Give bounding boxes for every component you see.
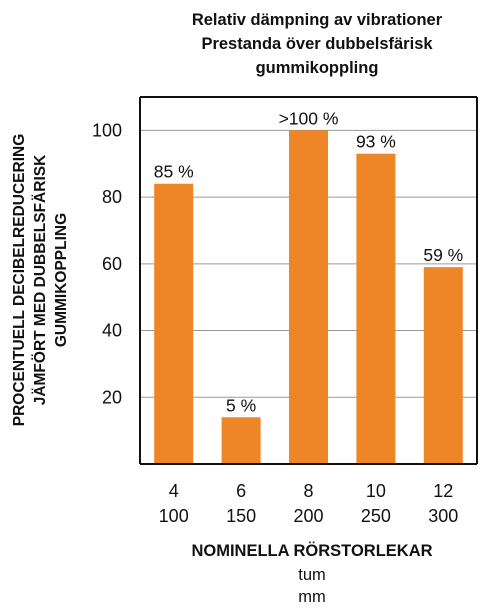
- data-label: >100 %: [279, 108, 339, 128]
- x-tick-label-mm: 250: [361, 506, 391, 526]
- chart-title-line: gummikoppling: [256, 59, 379, 77]
- x-tick-label-mm: 150: [226, 506, 256, 526]
- chart-title-line: Prestanda över dubbelsfärisk: [201, 35, 433, 53]
- y-tick-label: 60: [102, 254, 122, 274]
- y-tick-label: 80: [102, 187, 122, 207]
- x-axis-label: NOMINELLA RÖRSTORLEKAR: [191, 541, 432, 560]
- x-tick-label-inch: 8: [303, 481, 313, 501]
- x-tick-label-inch: 6: [236, 481, 246, 501]
- y-axis-label: PROCENTUELL DECIBELREDUCERING JÄMFÖRT MED…: [11, 134, 70, 427]
- bar: [154, 183, 194, 464]
- data-label: 59 %: [423, 245, 463, 265]
- x-tick-label-mm: 200: [293, 506, 323, 526]
- y-axis-label-line: JÄMFÖRT MED DUBBELSFÄRISK: [32, 154, 49, 405]
- data-label: 85 %: [154, 162, 194, 182]
- x-tick-label-inch: 12: [433, 481, 453, 501]
- y-tick-label: 40: [102, 321, 122, 341]
- x-axis-unit: tum: [298, 566, 326, 584]
- x-tick-label-inch: 10: [366, 481, 386, 501]
- x-axis-unit: mm: [298, 588, 326, 606]
- y-tick-label: 20: [102, 387, 122, 407]
- data-label: 93 %: [356, 132, 396, 152]
- bar: [221, 417, 261, 464]
- chart-title: Relativ dämpning av vibrationer Prestanda…: [192, 11, 443, 77]
- chart-title-line: Relativ dämpning av vibrationer: [192, 11, 443, 29]
- x-tick-label-mm: 300: [428, 506, 458, 526]
- bar: [356, 153, 396, 464]
- x-tick-label-mm: 100: [159, 506, 189, 526]
- x-tick-label-inch: 4: [169, 481, 179, 501]
- bar: [423, 267, 463, 464]
- y-axis-label-line: GUMMIKOPPLING: [53, 213, 70, 347]
- data-label: 5 %: [226, 395, 256, 415]
- bar: [289, 130, 328, 464]
- bars: [154, 130, 463, 464]
- y-tick-label: 100: [92, 120, 122, 140]
- y-axis-label-line: PROCENTUELL DECIBELREDUCERING: [11, 134, 28, 427]
